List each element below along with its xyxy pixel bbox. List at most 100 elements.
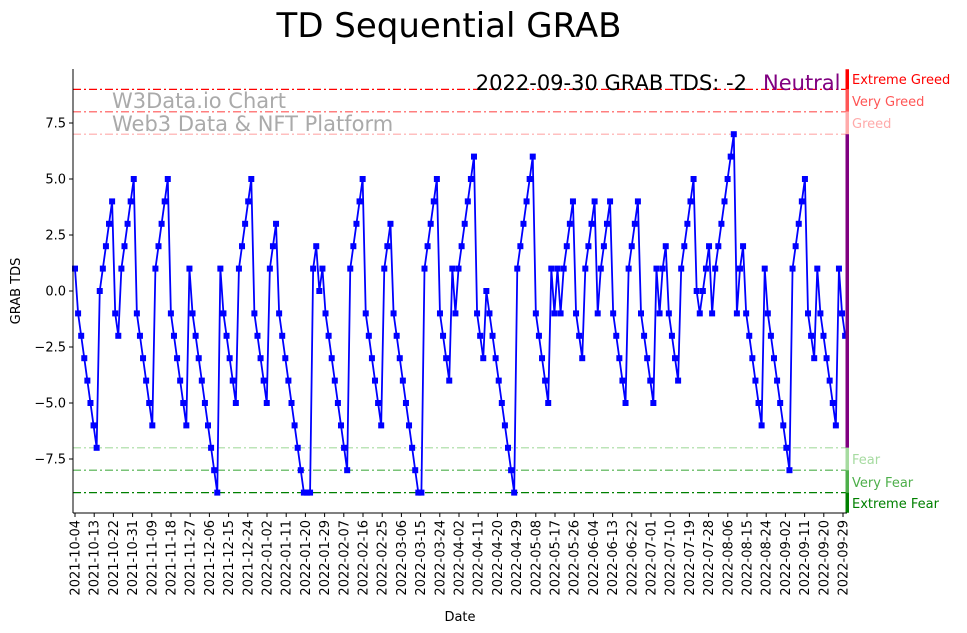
data-point: [638, 310, 645, 317]
data-point: [313, 243, 320, 250]
data-point: [167, 310, 174, 317]
data-point: [430, 198, 437, 205]
level-lines: Extreme Greed Very Greed Greed Fear Very Fea…: [73, 73, 950, 512]
data-point: [749, 355, 756, 362]
data-point: [350, 243, 357, 250]
data-point: [307, 489, 314, 496]
y-tick-label: 2.5: [45, 229, 66, 244]
y-tick-label: −7.5: [34, 453, 66, 468]
x-tick-label: 2022-08-24: [760, 520, 775, 596]
x-tick-label: 2022-03-06: [395, 520, 410, 596]
data-point: [780, 422, 787, 429]
data-point: [161, 198, 168, 205]
data-point: [736, 265, 743, 272]
y-tick-label: −2.5: [34, 341, 66, 356]
data-point: [755, 400, 762, 406]
data-point: [579, 355, 586, 362]
level-label: Very Fear: [852, 476, 914, 491]
data-point: [226, 355, 233, 362]
level-label: Fear: [852, 453, 881, 468]
data-point: [276, 310, 283, 317]
data-point: [613, 332, 620, 339]
annotation-text: 2022-09-30 GRAB TDS: -2: [476, 71, 747, 95]
data-point: [764, 310, 771, 317]
data-point: [214, 489, 221, 496]
data-point: [832, 422, 839, 429]
x-tick-label: 2021-10-04: [69, 520, 84, 596]
data-point: [415, 489, 422, 496]
data-point: [560, 265, 567, 272]
x-tick-label: 2022-01-02: [261, 520, 276, 596]
x-tick-label: 2022-02-07: [337, 520, 352, 596]
x-tick-label: 2022-08-15: [741, 520, 756, 596]
data-point: [248, 176, 255, 182]
data-point: [106, 220, 113, 227]
data-point: [622, 400, 629, 406]
data-point: [158, 220, 165, 227]
data-point: [721, 198, 728, 205]
data-point: [115, 332, 122, 339]
data-point: [433, 176, 440, 182]
data-point: [715, 243, 722, 250]
x-tick-label: 2021-12-24: [241, 520, 256, 596]
x-tick-label: 2022-04-29: [510, 520, 525, 596]
data-point: [93, 444, 100, 451]
data-point: [436, 310, 443, 317]
data-point: [87, 400, 94, 406]
data-point: [693, 288, 700, 294]
x-tick-label: 2021-10-22: [107, 520, 122, 596]
data-point: [517, 243, 524, 250]
data-point: [511, 489, 518, 496]
sentiment-bar-segment: [845, 89, 849, 112]
x-tick-label: 2022-07-19: [683, 520, 698, 596]
data-point: [387, 220, 394, 227]
data-point: [174, 355, 181, 362]
series-line: [74, 134, 847, 494]
data-point: [659, 265, 666, 272]
data-point: [409, 444, 416, 451]
data-point: [452, 310, 459, 317]
data-point: [665, 310, 672, 317]
data-point: [501, 422, 508, 429]
data-point: [257, 355, 264, 362]
data-point: [585, 243, 592, 250]
data-point: [470, 153, 477, 160]
data-point: [112, 310, 119, 317]
data-point: [681, 243, 688, 250]
data-point: [177, 377, 184, 384]
y-axis-label: GRAB TDS: [9, 258, 24, 325]
x-tick-label: 2022-09-02: [779, 520, 794, 596]
data-point: [393, 332, 400, 339]
data-point: [421, 265, 428, 272]
data-point: [842, 332, 849, 339]
data-point: [406, 422, 413, 429]
data-point: [702, 265, 709, 272]
data-point: [130, 176, 137, 182]
x-tick-label: 2022-08-06: [721, 520, 736, 596]
data-point: [279, 332, 286, 339]
data-point: [662, 243, 669, 250]
watermark-line1: W3Data.io Chart: [112, 89, 286, 113]
data-point: [740, 243, 747, 250]
data-point: [814, 265, 821, 272]
data-point: [610, 310, 617, 317]
data-point: [480, 355, 487, 362]
data-point: [124, 220, 131, 227]
x-tick-label: 2022-06-13: [606, 520, 621, 596]
data-point: [365, 332, 372, 339]
data-point: [733, 310, 740, 317]
data-point: [440, 332, 447, 339]
x-axis-label: Date: [444, 610, 475, 625]
data-point: [495, 377, 502, 384]
x-tick-label: 2022-09-20: [817, 520, 832, 596]
data-point: [316, 288, 323, 294]
data-point: [331, 377, 338, 384]
x-tick-label: 2022-07-28: [702, 520, 717, 596]
x-tick-label: 2021-12-06: [203, 520, 218, 596]
sentiment-bar: [845, 69, 849, 513]
x-tick-label: 2022-06-04: [587, 520, 602, 596]
x-tick-label: 2022-01-11: [280, 520, 295, 596]
data-point: [347, 265, 354, 272]
x-tick-label: 2021-10-31: [126, 520, 141, 596]
data-point: [743, 310, 750, 317]
